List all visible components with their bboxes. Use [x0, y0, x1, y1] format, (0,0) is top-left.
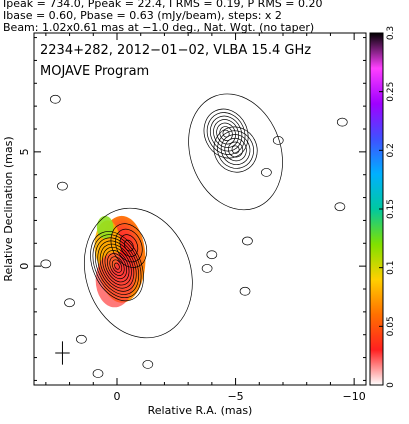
- colorbar: 0 0.05 0.1 0.15 0.2 0.25 0.3: [369, 26, 396, 388]
- colorbar-label-3: 0.15: [386, 199, 396, 219]
- colorbar-label-1: 0.05: [386, 316, 396, 336]
- x-axis-label: Relative R.A. (mas): [148, 404, 253, 417]
- plot-subtitle: MOJAVE Program: [40, 64, 149, 79]
- noise-contour-5: [92, 369, 104, 378]
- noise-contour-3: [64, 298, 75, 308]
- contour-jet-knot-1-1: [206, 112, 246, 155]
- contour-jet-knot-2-5: [231, 145, 240, 154]
- header-line-2: Ibase = 0.60, Pbase = 0.63 (mJy/beam), s…: [3, 9, 282, 22]
- contour-jet-envelope: [188, 93, 283, 211]
- noise-contour-1: [57, 181, 68, 191]
- noise-contours: [40, 94, 348, 378]
- contour-jet-knot-1-0: [203, 108, 249, 159]
- contour-core-9: [111, 259, 123, 273]
- colorbar-label-2: 0.1: [386, 261, 396, 275]
- colorbar-label-6: 0.3: [386, 26, 396, 40]
- contour-core-1: [92, 234, 142, 298]
- noise-contour-12: [334, 202, 346, 212]
- noise-contour-10: [272, 136, 284, 145]
- beam-cross: [55, 341, 70, 365]
- x-tick-label-1: −5: [227, 390, 243, 403]
- noise-contour-6: [142, 360, 154, 369]
- noise-contour-0: [49, 94, 61, 104]
- contour-core-envelope: [83, 207, 193, 339]
- noise-contour-7: [206, 250, 218, 260]
- y-tick-label-0: 0: [18, 263, 31, 270]
- contour-core-2: [94, 237, 140, 295]
- contour-jet-knot-2-2: [220, 134, 251, 165]
- noise-contour-9: [261, 168, 272, 177]
- contour-jet-knot-2-3: [224, 137, 247, 162]
- axis-ticks: 0 −5 −10 0 5: [18, 33, 366, 403]
- contour-core-7: [107, 253, 127, 280]
- x-tick-label-2: −10: [343, 390, 366, 403]
- contour-jet-knot-2-1: [217, 130, 254, 169]
- noise-contour-14: [201, 264, 213, 273]
- y-axis-label: Relative Declination (mas): [2, 136, 15, 281]
- contour-jet-knot-1-2: [209, 115, 243, 152]
- noise-contour-2: [40, 259, 52, 269]
- contour-jet-knot-2-0: [213, 126, 258, 173]
- contour-core-6: [104, 250, 130, 283]
- plot-title: 2234+282, 2012−01−02, VLBA 15.4 GHz: [40, 43, 311, 58]
- contour-core-0: [90, 231, 144, 302]
- noise-contour-13: [239, 286, 251, 296]
- contour-core-4: [99, 243, 135, 289]
- contour-core-10: [114, 262, 120, 270]
- header-line-1: Ipeak = 734.0, Ppeak = 22.4, I RMS = 0.1…: [3, 0, 323, 10]
- colorbar-label-4: 0.2: [386, 143, 396, 157]
- noise-contour-4: [76, 334, 87, 344]
- noise-contour-11: [336, 117, 348, 127]
- noise-contour-8: [242, 236, 253, 246]
- y-tick-label-1: 5: [18, 148, 31, 155]
- contour-core-east-1: [115, 228, 143, 263]
- contour-core-east-0: [110, 223, 148, 268]
- contour-jet-knot-2-4: [228, 141, 244, 158]
- contour-jet-knot-1-3: [213, 119, 240, 148]
- header-line-3: Beam: 1.02x0.61 mas at −1.0 deg., Nat. W…: [3, 21, 315, 34]
- contour-layer: [83, 93, 283, 339]
- contour-core-east-3: [124, 239, 134, 252]
- plot-frame: [33, 32, 367, 386]
- contour-core-5: [102, 246, 132, 286]
- x-tick-label-0: 0: [114, 390, 121, 403]
- contour-core-3: [97, 240, 137, 292]
- colorbar-label-5: 0.25: [386, 82, 396, 102]
- colorbar-label-0: 0: [386, 382, 396, 388]
- contour-core-east-2: [119, 234, 139, 257]
